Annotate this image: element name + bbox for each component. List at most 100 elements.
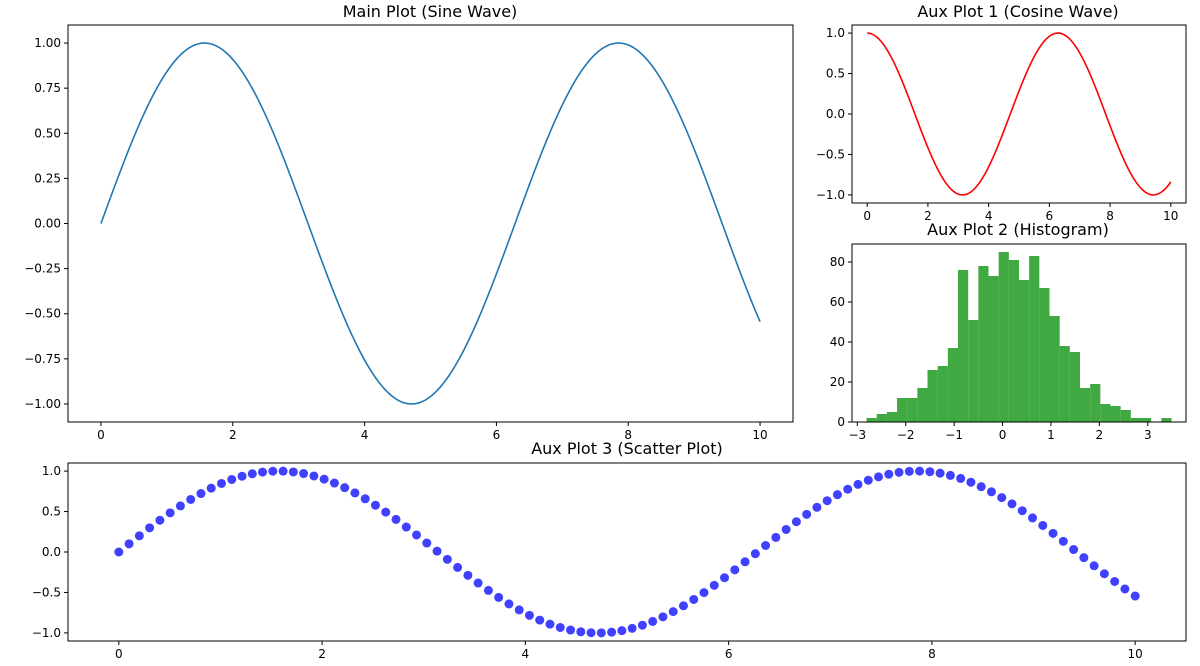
scatter-point	[1007, 499, 1017, 509]
scatter-point	[863, 475, 873, 485]
scatter-point	[422, 538, 432, 548]
scatter-point	[432, 546, 442, 556]
scatter-point	[555, 622, 565, 632]
aux2-x-tick-label: 2	[1096, 428, 1104, 442]
scatter-point	[925, 467, 935, 477]
scatter-point	[412, 530, 422, 540]
aux-plot-1-frame	[851, 24, 1187, 204]
scatter-point	[802, 509, 812, 519]
aux1-x-tick-label: 6	[1046, 209, 1054, 223]
aux1-y-tick-label: 1.0	[826, 26, 845, 40]
histogram-bar	[978, 266, 989, 422]
main-x-tick-label: 8	[624, 428, 632, 442]
aux1-series-line	[867, 32, 1172, 196]
scatter-point	[986, 487, 996, 497]
scatter-point	[114, 547, 124, 557]
aux2-y-tick-label: 60	[830, 295, 845, 309]
scatter-point	[360, 494, 370, 504]
histogram-bar	[1029, 256, 1040, 422]
scatter-point	[740, 557, 750, 567]
scatter-point	[196, 489, 206, 499]
aux-plot-3-title: Aux Plot 3 (Scatter Plot)	[531, 439, 723, 458]
scatter-point	[637, 620, 647, 630]
scatter-point	[1038, 520, 1048, 530]
scatter-point	[1120, 584, 1130, 594]
scatter-point	[761, 541, 771, 550]
scatter-point	[1130, 591, 1140, 601]
main-y-tick-label: 1.00	[34, 36, 61, 50]
histogram-bar	[1100, 404, 1111, 422]
scatter-point	[340, 483, 350, 493]
scatter-point	[956, 473, 966, 483]
scatter-point	[1069, 545, 1079, 555]
aux-plot-2-title: Aux Plot 2 (Histogram)	[927, 220, 1109, 239]
aux2-x-tick-label: 3	[1144, 428, 1152, 442]
scatter-point	[309, 471, 319, 481]
main-plot-title: Main Plot (Sine Wave)	[343, 2, 518, 21]
scatter-point	[124, 539, 134, 549]
scatter-point	[915, 466, 925, 476]
scatter-point	[401, 522, 411, 532]
scatter-point	[216, 478, 226, 488]
histogram-bar	[917, 388, 928, 422]
aux3-x-tick-label: 2	[318, 647, 326, 661]
aux1-x-tick-label: 0	[863, 209, 871, 223]
histogram-bar	[1120, 410, 1131, 422]
scatter-point	[1017, 506, 1027, 516]
aux-plot-3: 0 2 4 6 8 10 −1.0 −0.5 0.0 0.5 1.0 Aux Plot 3 (Sca…	[32, 439, 1187, 661]
scatter-point	[524, 610, 534, 620]
histogram-bar	[876, 414, 887, 422]
scatter-point	[483, 585, 493, 595]
scatter-point	[1048, 528, 1058, 538]
scatter-point	[1089, 561, 1099, 571]
histogram-bar	[947, 348, 959, 422]
scatter-point	[186, 494, 196, 504]
aux3-x-tick-label: 10	[1128, 647, 1143, 661]
main-y-tick-label: 0.25	[34, 171, 61, 185]
aux1-y-tick-label: 0.5	[826, 67, 845, 81]
scatter-point	[884, 469, 894, 479]
scatter-point	[453, 562, 463, 572]
main-y-tick-label: −0.75	[24, 352, 61, 366]
aux1-y-tick-label: −0.5	[816, 147, 845, 161]
main-y-tick-label: 0.00	[34, 217, 61, 231]
scatter-point	[566, 625, 576, 635]
aux1-x-tick-label: 8	[1106, 209, 1114, 223]
scatter-point	[658, 612, 668, 622]
scatter-point	[596, 628, 606, 638]
scatter-point	[586, 628, 596, 638]
scatter-point	[258, 467, 268, 477]
aux3-x-tick-label: 8	[928, 647, 936, 661]
aux2-x-tick-label: 1	[1047, 428, 1055, 442]
scatter-point	[237, 471, 247, 481]
scatter-point	[473, 578, 483, 588]
histogram-bar	[1049, 316, 1060, 422]
aux1-x-tick-label: 2	[924, 209, 932, 223]
aux-plot-1-title: Aux Plot 1 (Cosine Wave)	[917, 2, 1118, 21]
aux3-y-tick-label: 0.0	[42, 545, 61, 559]
histogram-bar	[1140, 418, 1152, 422]
scatter-point	[874, 472, 884, 482]
scatter-point	[329, 478, 339, 488]
aux2-y-tick-label: 0	[837, 415, 845, 429]
scatter-point	[709, 580, 719, 590]
histogram-bar	[907, 398, 918, 422]
main-y-tick-label: 0.75	[34, 81, 61, 95]
scatter-point	[1110, 577, 1120, 586]
main-series-line	[100, 42, 761, 405]
aux2-y-tick-label: 80	[830, 255, 845, 269]
main-plot-frame	[67, 24, 794, 423]
scatter-point	[350, 488, 360, 498]
histogram-bar	[1069, 352, 1080, 422]
scatter-point	[278, 466, 288, 476]
aux-plot-3-frame	[67, 462, 1187, 642]
aux2-x-tick-label: −1	[945, 428, 963, 442]
main-x-tick-label: 2	[229, 428, 237, 442]
scatter-point	[299, 469, 309, 479]
scatter-point	[668, 607, 678, 617]
histogram-bar	[958, 270, 969, 422]
scatter-point	[617, 626, 627, 636]
aux1-x-tick-label: 10	[1163, 209, 1178, 223]
histogram-bar	[1110, 406, 1121, 422]
